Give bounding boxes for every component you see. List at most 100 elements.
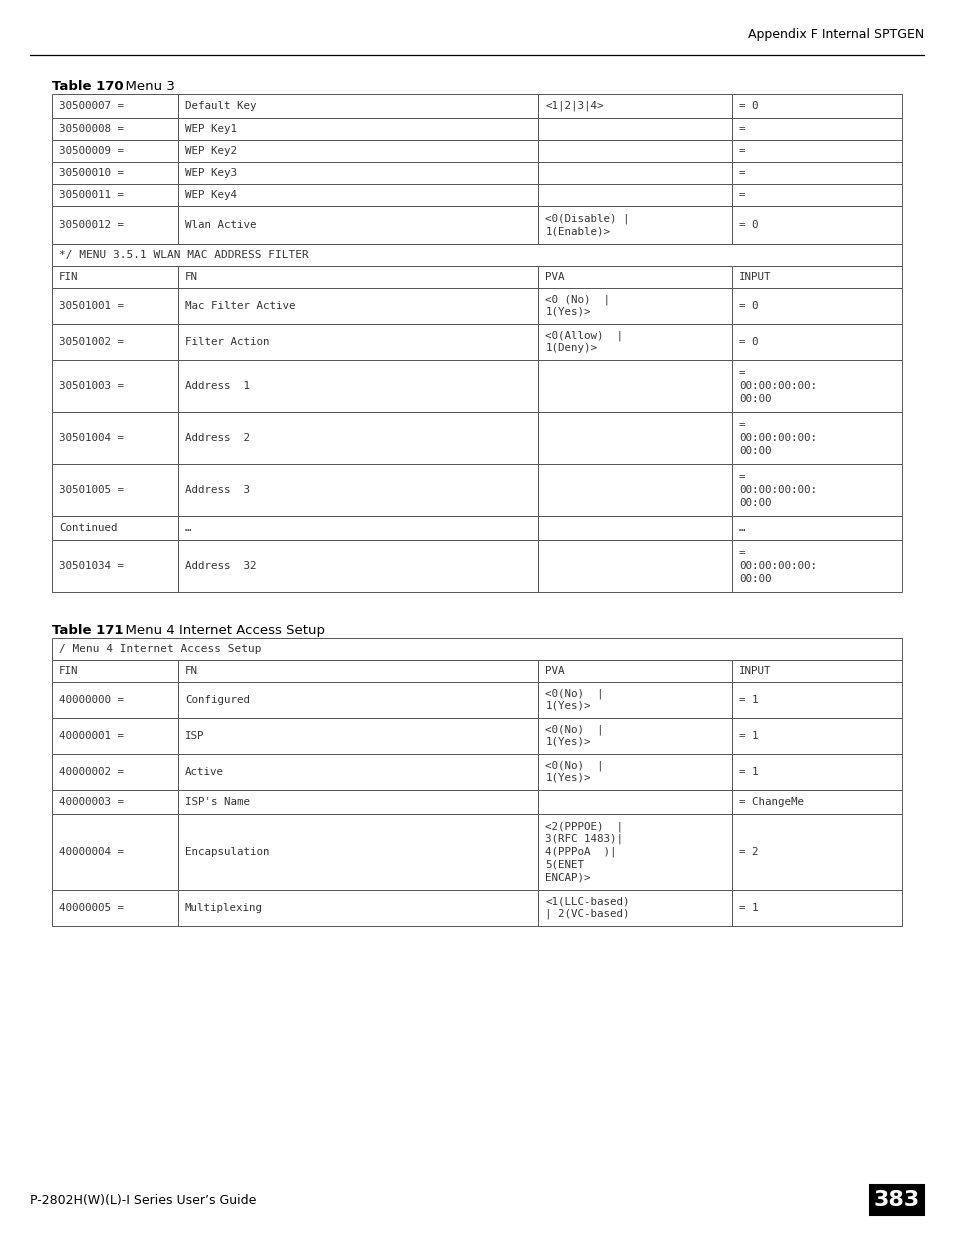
Bar xyxy=(177,140,537,162)
Text: Filter Action: Filter Action xyxy=(185,337,269,347)
Bar xyxy=(537,464,731,516)
Bar xyxy=(52,140,177,162)
Bar xyxy=(537,890,731,926)
Bar xyxy=(537,682,731,718)
Bar xyxy=(52,266,177,288)
Text: <1(LLC-based): <1(LLC-based) xyxy=(544,897,629,906)
Bar xyxy=(537,266,731,288)
Text: = 0: = 0 xyxy=(739,337,758,347)
Text: 30501034 =: 30501034 = xyxy=(59,561,124,571)
Bar xyxy=(537,206,731,245)
Text: FIN: FIN xyxy=(59,666,78,676)
Bar xyxy=(177,119,537,140)
Bar xyxy=(52,288,177,324)
Text: 5(ENET: 5(ENET xyxy=(544,860,583,869)
Text: 00:00:00:00:: 00:00:00:00: xyxy=(739,485,816,495)
Bar xyxy=(537,359,731,412)
Bar xyxy=(731,755,901,790)
Bar xyxy=(52,245,901,266)
Text: =: = xyxy=(739,420,744,430)
Text: Default Key: Default Key xyxy=(185,101,256,111)
Bar xyxy=(177,94,537,119)
Text: P-2802H(W)(L)-I Series User’s Guide: P-2802H(W)(L)-I Series User’s Guide xyxy=(30,1194,256,1207)
Text: Address  3: Address 3 xyxy=(185,485,250,495)
Bar xyxy=(52,464,177,516)
Bar xyxy=(177,266,537,288)
Bar xyxy=(537,184,731,206)
Bar xyxy=(177,359,537,412)
Bar xyxy=(177,464,537,516)
Bar xyxy=(177,324,537,359)
Bar xyxy=(731,659,901,682)
Text: 30501004 =: 30501004 = xyxy=(59,433,124,443)
Bar xyxy=(731,718,901,755)
Bar xyxy=(537,140,731,162)
Bar xyxy=(537,516,731,540)
Text: 30500011 =: 30500011 = xyxy=(59,190,124,200)
Text: Address  2: Address 2 xyxy=(185,433,250,443)
Bar xyxy=(177,755,537,790)
Bar xyxy=(731,814,901,890)
Bar xyxy=(52,94,177,119)
Bar xyxy=(177,718,537,755)
Text: 1(Yes)>: 1(Yes)> xyxy=(544,308,590,317)
Bar xyxy=(52,540,177,592)
Text: FN: FN xyxy=(185,666,197,676)
Bar xyxy=(731,94,901,119)
Text: = 1: = 1 xyxy=(739,767,758,777)
Bar xyxy=(52,638,901,659)
Text: WEP Key4: WEP Key4 xyxy=(185,190,236,200)
Text: = 1: = 1 xyxy=(739,695,758,705)
Text: =: = xyxy=(739,124,744,135)
Text: <0(Disable) |: <0(Disable) | xyxy=(544,214,629,224)
Text: 40000004 =: 40000004 = xyxy=(59,847,124,857)
Text: Menu 4 Internet Access Setup: Menu 4 Internet Access Setup xyxy=(117,624,325,637)
Text: <0(Allow)  |: <0(Allow) | xyxy=(544,331,622,341)
Text: ISP: ISP xyxy=(185,731,204,741)
Bar xyxy=(731,790,901,814)
Bar xyxy=(537,718,731,755)
Bar xyxy=(52,814,177,890)
Text: <0(No)  |: <0(No) | xyxy=(544,761,603,771)
Bar xyxy=(177,162,537,184)
Bar xyxy=(52,755,177,790)
Text: PVA: PVA xyxy=(544,666,564,676)
Bar xyxy=(731,890,901,926)
Text: 30501003 =: 30501003 = xyxy=(59,382,124,391)
Text: 4(PPPoA  )|: 4(PPPoA )| xyxy=(544,847,616,857)
Text: 00:00: 00:00 xyxy=(739,499,771,509)
Bar xyxy=(731,184,901,206)
Bar xyxy=(731,324,901,359)
Text: 383: 383 xyxy=(873,1191,919,1210)
Text: Active: Active xyxy=(185,767,224,777)
Bar xyxy=(52,682,177,718)
Text: ISP's Name: ISP's Name xyxy=(185,797,250,806)
Bar xyxy=(731,464,901,516)
Bar xyxy=(731,140,901,162)
Bar xyxy=(537,162,731,184)
Text: Encapsulation: Encapsulation xyxy=(185,847,269,857)
Text: FN: FN xyxy=(185,272,197,282)
Bar xyxy=(52,412,177,464)
Text: 30500012 =: 30500012 = xyxy=(59,220,124,230)
Text: = 1: = 1 xyxy=(739,731,758,741)
Text: Continued: Continued xyxy=(59,522,117,534)
Text: = 1: = 1 xyxy=(739,903,758,913)
Text: …: … xyxy=(185,522,192,534)
Bar xyxy=(537,755,731,790)
Text: 30501002 =: 30501002 = xyxy=(59,337,124,347)
Text: 1(Yes)>: 1(Yes)> xyxy=(544,737,590,747)
Text: =: = xyxy=(739,472,744,482)
Text: 40000000 =: 40000000 = xyxy=(59,695,124,705)
Bar xyxy=(537,288,731,324)
Bar xyxy=(731,266,901,288)
Text: 30500008 =: 30500008 = xyxy=(59,124,124,135)
Text: 1(Yes)>: 1(Yes)> xyxy=(544,701,590,711)
Bar xyxy=(177,184,537,206)
Text: WEP Key2: WEP Key2 xyxy=(185,146,236,156)
Text: 40000003 =: 40000003 = xyxy=(59,797,124,806)
Text: = 0: = 0 xyxy=(739,301,758,311)
Text: 00:00:00:00:: 00:00:00:00: xyxy=(739,433,816,443)
Bar xyxy=(731,540,901,592)
Text: = 2: = 2 xyxy=(739,847,758,857)
